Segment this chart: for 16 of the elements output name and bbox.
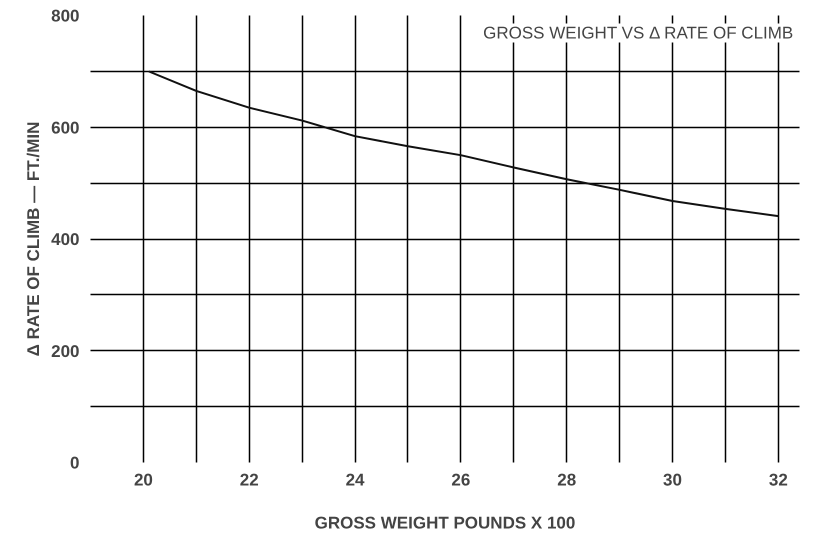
x-tick-label: 30: [663, 470, 682, 490]
x-tick-label: 26: [451, 470, 470, 490]
y-tick-label: 200: [51, 342, 80, 361]
y-axis-title: Δ RATE OF CLIMB — FT./MIN: [24, 122, 44, 356]
y-tick-label: 0: [70, 454, 80, 472]
y-tick-label: 600: [51, 118, 80, 138]
chart-title: GROSS WEIGHT VS Δ RATE OF CLIMB: [483, 24, 794, 42]
x-tick-label: 32: [768, 470, 788, 490]
x-tick-label: 28: [557, 470, 576, 490]
y-tick-label: 400: [51, 230, 80, 249]
x-axis-title: GROSS WEIGHT POUNDS X 100: [314, 514, 576, 532]
x-tick-label: 24: [346, 470, 366, 490]
x-tick-label: 20: [134, 470, 153, 490]
x-tick-label: 22: [240, 470, 259, 490]
y-tick-label: 800: [51, 6, 80, 26]
line-series: [148, 70, 780, 218]
